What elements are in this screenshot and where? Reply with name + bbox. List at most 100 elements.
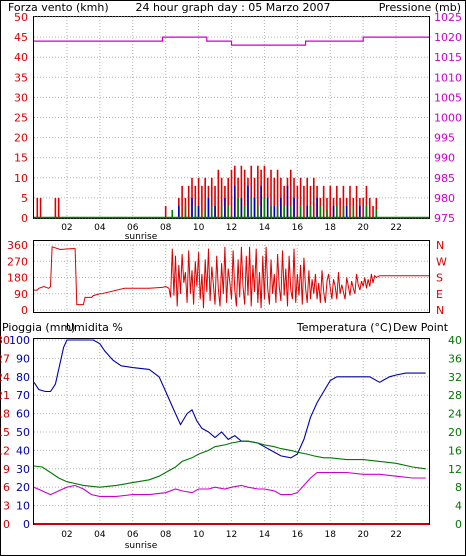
top-x-tick-label: 10 [193, 223, 205, 233]
rain-y-tick-label: 30 [0, 334, 10, 347]
pressure-y-tick-label: 1005 [434, 91, 462, 104]
wind-y-tick-label: 40 [14, 51, 28, 64]
humidity-y-tick-label: 50 [16, 426, 30, 439]
direction-compass-label: N [436, 304, 444, 317]
rain-y-tick-label: 24 [0, 371, 10, 384]
pressure-y-tick-label: 990 [434, 152, 455, 165]
direction-y-tick-label: 90 [14, 288, 28, 301]
direction-compass-label: S [436, 272, 443, 285]
direction-compass-label: E [436, 288, 443, 301]
pressure-axis-title: Pressione (mb) [379, 1, 461, 14]
rain-y-tick-label: 15 [0, 426, 10, 439]
bottom-x-tick-label: 02 [61, 530, 72, 540]
humidity-y-tick-label: 90 [16, 352, 30, 365]
wind-y-tick-label: 20 [14, 132, 28, 145]
temperature-y-tick-label: 12 [448, 463, 462, 476]
panel-wind-pressure [33, 16, 430, 219]
direction-y-tick-label: 270 [7, 255, 28, 268]
dewpoint-axis-title: Dew Point [393, 321, 449, 334]
panel-wind-direction [33, 240, 430, 313]
direction-y-tick-label: 0 [21, 304, 28, 317]
top-x-tick-label: 20 [357, 223, 369, 233]
wind-y-tick-label: 25 [14, 112, 28, 125]
top-x-tick-label: 14 [259, 223, 271, 233]
rain-y-tick-label: 21 [0, 389, 10, 402]
bottom-x-tick-label: 22 [390, 530, 401, 540]
temperature-y-tick-label: 16 [448, 444, 462, 457]
bottom-x-tick-label: 18 [325, 530, 337, 540]
rain-y-tick-label: 12 [0, 444, 10, 457]
temperature-y-tick-label: 4 [455, 500, 462, 513]
pressure-y-tick-label: 1000 [434, 112, 462, 125]
temperature-y-tick-label: 0 [455, 518, 462, 531]
rain-y-tick-label: 6 [3, 481, 10, 494]
temperature-line [33, 440, 426, 488]
pressure-y-tick-label: 985 [434, 172, 455, 185]
humidity-y-tick-label: 20 [16, 481, 30, 494]
dewpoint-line [33, 471, 426, 497]
wind-y-tick-label: 15 [14, 152, 28, 165]
pressure-y-tick-label: 1015 [434, 51, 462, 64]
bottom-x-tick-label: 12 [226, 530, 237, 540]
direction-y-tick-label: 180 [7, 272, 28, 285]
rain-y-tick-label: 18 [0, 408, 10, 421]
pressure-line [34, 36, 429, 46]
humidity-y-tick-label: 60 [16, 408, 30, 421]
bottom-x-tick-label: 16 [292, 530, 304, 540]
temperature-y-tick-label: 20 [448, 426, 462, 439]
wind-y-tick-label: 0 [21, 212, 28, 225]
bottom-x-tick-label: 08 [160, 530, 172, 540]
humidity-y-tick-label: 100 [9, 334, 30, 347]
wind-y-tick-label: 50 [14, 11, 28, 24]
pressure-y-tick-label: 1025 [434, 11, 462, 24]
direction-compass-label: N [436, 239, 444, 252]
humidity-axis-title: Umidita % [66, 321, 123, 334]
rain-y-tick-label: 27 [0, 352, 10, 365]
humidity-y-tick-label: 0 [23, 518, 30, 531]
wind-axis-title: Forza vento (kmh) [8, 1, 109, 14]
temperature-axis-title: Temperatura (°C) [296, 321, 392, 334]
direction-compass-label: W [436, 255, 447, 268]
bottom-x-tick-label: 06 [127, 530, 139, 540]
wind-y-tick-label: 5 [21, 192, 28, 205]
direction-y-tick-label: 360 [7, 239, 28, 252]
wind-y-tick-label: 45 [14, 31, 28, 44]
bottom-x-tick-label: 04 [94, 530, 106, 540]
bottom-x-tick-label: 10 [193, 530, 205, 540]
temperature-y-tick-label: 32 [448, 371, 462, 384]
bottom-x-tick-label: 14 [259, 530, 271, 540]
wind-y-tick-label: 30 [14, 91, 28, 104]
top-x-tick-label: 16 [292, 223, 304, 233]
top-x-tick-label: 06 [127, 223, 139, 233]
humidity-y-tick-label: 80 [16, 371, 30, 384]
top-x-tick-label: 02 [61, 223, 72, 233]
rain-axis-title: Pioggia (mm) [2, 321, 75, 334]
humidity-line [33, 339, 426, 459]
top-x-tick-label: 08 [160, 223, 172, 233]
data-marks-layer [33, 36, 429, 525]
wind-y-tick-label: 10 [14, 172, 28, 185]
humidity-y-tick-label: 10 [16, 500, 30, 513]
pressure-y-tick-label: 1010 [434, 71, 462, 84]
rain-y-tick-label: 9 [3, 463, 10, 476]
humidity-y-tick-label: 70 [16, 389, 30, 402]
humidity-y-tick-label: 30 [16, 463, 30, 476]
chart-date-title: 24 hour graph day : 05 Marzo 2007 [135, 1, 330, 14]
temperature-y-tick-label: 36 [448, 352, 462, 365]
sunrise-label-bottom: sunrise [125, 541, 158, 551]
rain-y-tick-label: 0 [3, 518, 10, 531]
temperature-y-tick-label: 24 [448, 408, 462, 421]
top-x-tick-label: 18 [325, 223, 337, 233]
sunrise-label-top: sunrise [125, 232, 158, 242]
pressure-y-tick-label: 975 [434, 212, 455, 225]
wind-y-tick-label: 35 [14, 71, 28, 84]
top-x-tick-label: 22 [390, 223, 401, 233]
humidity-y-tick-label: 40 [16, 444, 30, 457]
pressure-y-tick-label: 980 [434, 192, 455, 205]
temperature-y-tick-label: 40 [448, 334, 462, 347]
top-x-tick-label: 12 [226, 223, 237, 233]
temperature-y-tick-label: 28 [448, 389, 462, 402]
